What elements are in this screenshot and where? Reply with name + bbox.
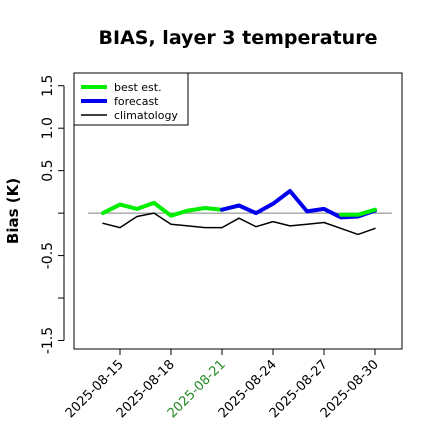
y-tick-label: 1.5 bbox=[40, 75, 56, 97]
series-layer bbox=[101, 189, 377, 236]
series-line-climatology bbox=[102, 212, 376, 236]
legend-label-best-est: best est. bbox=[114, 81, 162, 94]
legend-label-climatology: climatology bbox=[114, 109, 178, 122]
y-axis-label: Bias (K) bbox=[4, 178, 22, 244]
legend-label-forecast: forecast bbox=[114, 95, 159, 108]
y-tick-label: -0.5 bbox=[40, 242, 56, 269]
y-tick-label: 0.5 bbox=[40, 160, 56, 182]
legend: best est. forecast climatology bbox=[73, 72, 189, 126]
chart-title: BIAS, layer 3 temperature bbox=[99, 27, 378, 49]
series-line-best-est bbox=[339, 207, 377, 217]
x-axis: 2025-08-152025-08-182025-08-212025-08-24… bbox=[63, 349, 382, 421]
plot-area bbox=[73, 72, 403, 350]
y-axis: -1.5 -0.5 0.5 1.0 1.5 bbox=[40, 75, 65, 354]
y-tick-label: -1.5 bbox=[40, 327, 56, 354]
series-line-forecast bbox=[220, 189, 377, 220]
y-tick-label: 1.0 bbox=[40, 117, 56, 139]
series-line-best-est bbox=[101, 200, 224, 218]
